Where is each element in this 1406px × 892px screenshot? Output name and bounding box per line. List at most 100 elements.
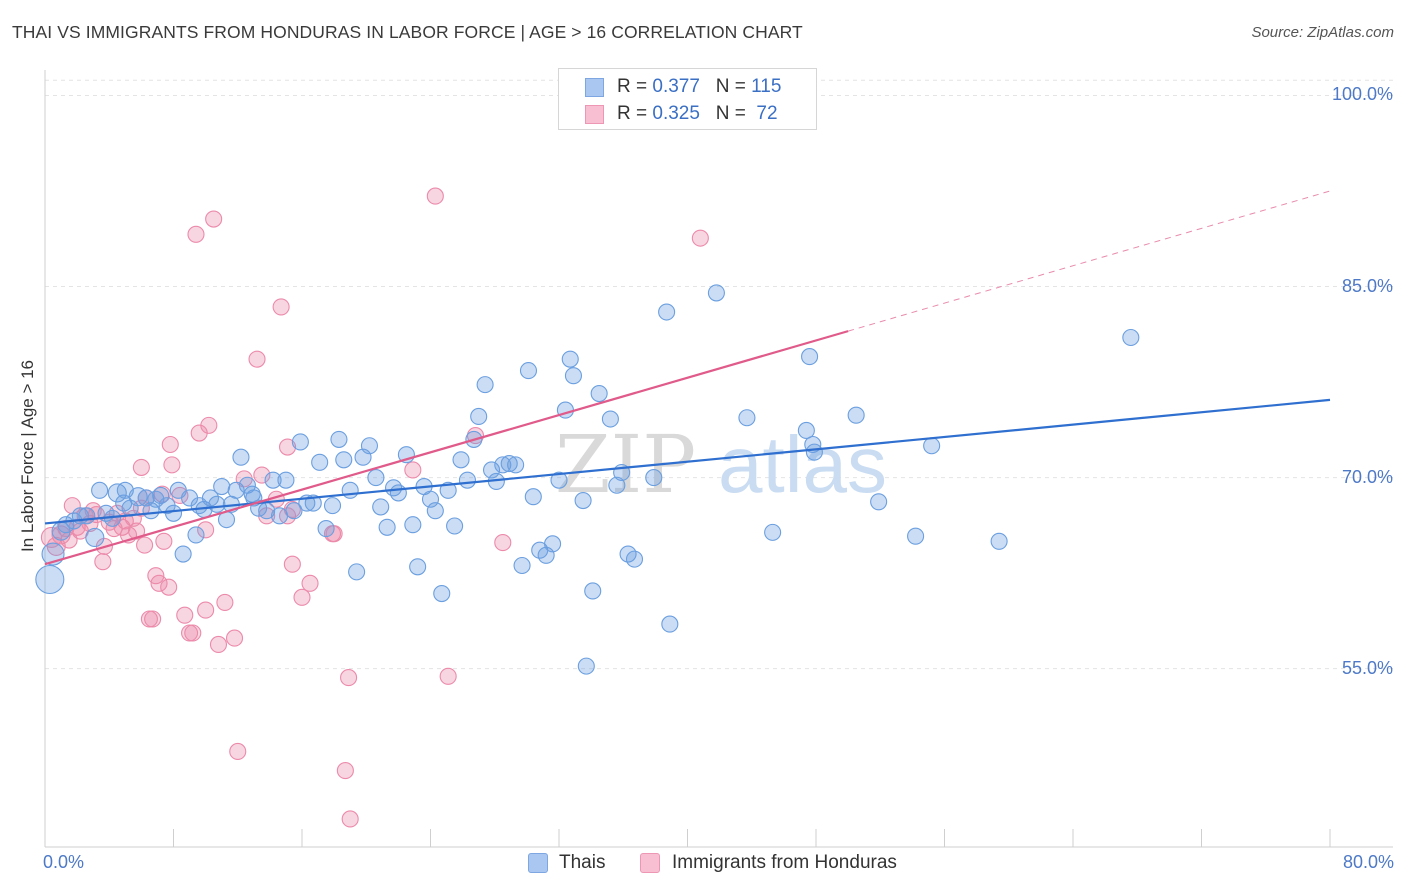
- thai-point: [738, 409, 756, 427]
- honduras-point: [225, 629, 244, 647]
- honduras-point: [176, 606, 194, 624]
- thai-point: [584, 582, 602, 600]
- n-value-honduras: 72: [751, 103, 778, 124]
- y-tick-label: 100.0%: [1331, 84, 1393, 105]
- honduras-point: [94, 553, 112, 571]
- thai-point: [243, 485, 261, 503]
- honduras-point: [205, 210, 223, 228]
- thai-point: [805, 443, 823, 461]
- honduras-point: [216, 593, 234, 611]
- n-value-thais: 115: [751, 76, 782, 97]
- legend-label-honduras: Immigrants from Honduras: [672, 852, 897, 873]
- thai-point: [439, 481, 457, 499]
- honduras-point: [209, 635, 228, 654]
- thai-point: [91, 481, 109, 499]
- honduras-point: [200, 416, 218, 434]
- legend-stats-honduras: R = 0.325 N = 72: [617, 103, 778, 125]
- honduras-point: [426, 187, 444, 205]
- thai-point: [658, 303, 676, 321]
- honduras-point: [301, 574, 319, 592]
- thai-point: [500, 455, 518, 473]
- thai-point: [404, 516, 422, 534]
- honduras-point: [494, 534, 512, 552]
- watermark-zip: ZIP: [555, 418, 696, 511]
- honduras-point: [46, 536, 66, 556]
- thai-point: [470, 407, 488, 426]
- legend-label-thais: Thais: [559, 852, 606, 873]
- thai-point: [335, 451, 353, 469]
- thai-point: [341, 481, 359, 499]
- thai-point: [764, 523, 782, 541]
- honduras-point: [197, 601, 215, 619]
- y-tick-label: 70.0%: [1341, 466, 1393, 487]
- honduras-point: [150, 574, 168, 592]
- honduras-point: [283, 555, 301, 573]
- honduras-point: [163, 456, 181, 474]
- thai-point: [524, 488, 542, 506]
- thai-point: [476, 376, 494, 394]
- thai-point: [227, 481, 245, 499]
- thai-point: [311, 453, 329, 471]
- thai-point: [458, 471, 476, 489]
- thai-point: [990, 532, 1008, 550]
- honduras-point: [197, 521, 215, 539]
- thai-point: [513, 556, 531, 575]
- honduras-point: [404, 461, 422, 479]
- legend-stats-thais: R = 0.377 N = 115: [617, 76, 781, 98]
- thai-point: [550, 471, 568, 489]
- thai-point: [446, 517, 464, 535]
- legend-swatch-thais: [585, 78, 604, 97]
- x-tick-label: 80.0%: [1342, 852, 1394, 872]
- thai-point: [426, 502, 444, 520]
- thai-point: [661, 615, 679, 633]
- honduras-point: [439, 667, 457, 685]
- correlation-legend: R = 0.377 N = 115 R = 0.325 N = 72: [558, 68, 817, 130]
- thai-point: [452, 451, 470, 469]
- honduras-point: [161, 435, 179, 454]
- thai-point: [367, 469, 385, 487]
- source-credit: Source: ZipAtlas.com: [1251, 24, 1394, 41]
- thai-point: [270, 507, 289, 525]
- thai-point: [577, 657, 595, 675]
- thai-point: [564, 367, 583, 385]
- thai-point: [35, 564, 65, 595]
- r-value-thais: 0.377: [652, 76, 700, 97]
- trend-line-honduras: [44, 330, 849, 566]
- thai-point: [360, 437, 379, 455]
- n-label: N =: [715, 76, 752, 97]
- legend-swatch-thais: [528, 853, 548, 873]
- thai-point: [385, 479, 403, 497]
- thai-point: [264, 471, 282, 489]
- watermark: ZIP atlas: [555, 418, 887, 511]
- thai-point: [433, 584, 451, 603]
- thai-point: [601, 410, 619, 428]
- r-label: R =: [617, 103, 653, 124]
- thai-point: [561, 350, 579, 368]
- honduras-point: [132, 458, 150, 476]
- honduras-point: [272, 298, 290, 316]
- r-value-honduras: 0.325: [652, 103, 700, 124]
- thai-point: [494, 456, 512, 474]
- thai-point: [174, 545, 192, 563]
- thai-point: [707, 284, 725, 302]
- thai-point: [208, 495, 226, 513]
- thai-point: [348, 563, 366, 581]
- thai-point: [574, 491, 592, 510]
- y-tick-label: 55.0%: [1341, 657, 1393, 678]
- honduras-point: [293, 588, 311, 606]
- y-tick-label: 85.0%: [1341, 275, 1393, 296]
- thai-point: [152, 486, 170, 504]
- axes: [44, 70, 1393, 848]
- thai-point: [801, 348, 819, 366]
- thai-point: [317, 520, 335, 538]
- n-label: N =: [715, 103, 752, 124]
- honduras-point: [336, 762, 354, 780]
- thai-point: [590, 384, 608, 403]
- chart-title: THAI VS IMMIGRANTS FROM HONDURAS IN LABO…: [12, 22, 803, 42]
- r-label: R =: [617, 76, 653, 97]
- honduras-point: [155, 532, 173, 550]
- thai-point: [907, 527, 925, 545]
- thai-point: [378, 518, 396, 536]
- thai-point: [164, 504, 183, 522]
